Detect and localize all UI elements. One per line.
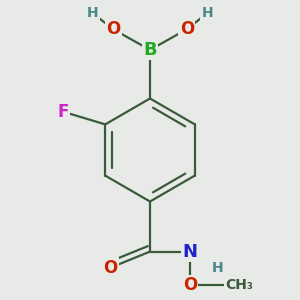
Text: O: O (106, 20, 120, 38)
Text: CH₃: CH₃ (225, 278, 253, 292)
Text: O: O (183, 276, 197, 294)
Text: H: H (87, 6, 98, 20)
Text: N: N (182, 243, 197, 261)
Text: H: H (212, 261, 224, 275)
Text: O: O (180, 20, 194, 38)
Text: O: O (103, 259, 117, 277)
Text: B: B (143, 41, 157, 59)
Text: F: F (58, 103, 69, 121)
Text: H: H (202, 6, 213, 20)
